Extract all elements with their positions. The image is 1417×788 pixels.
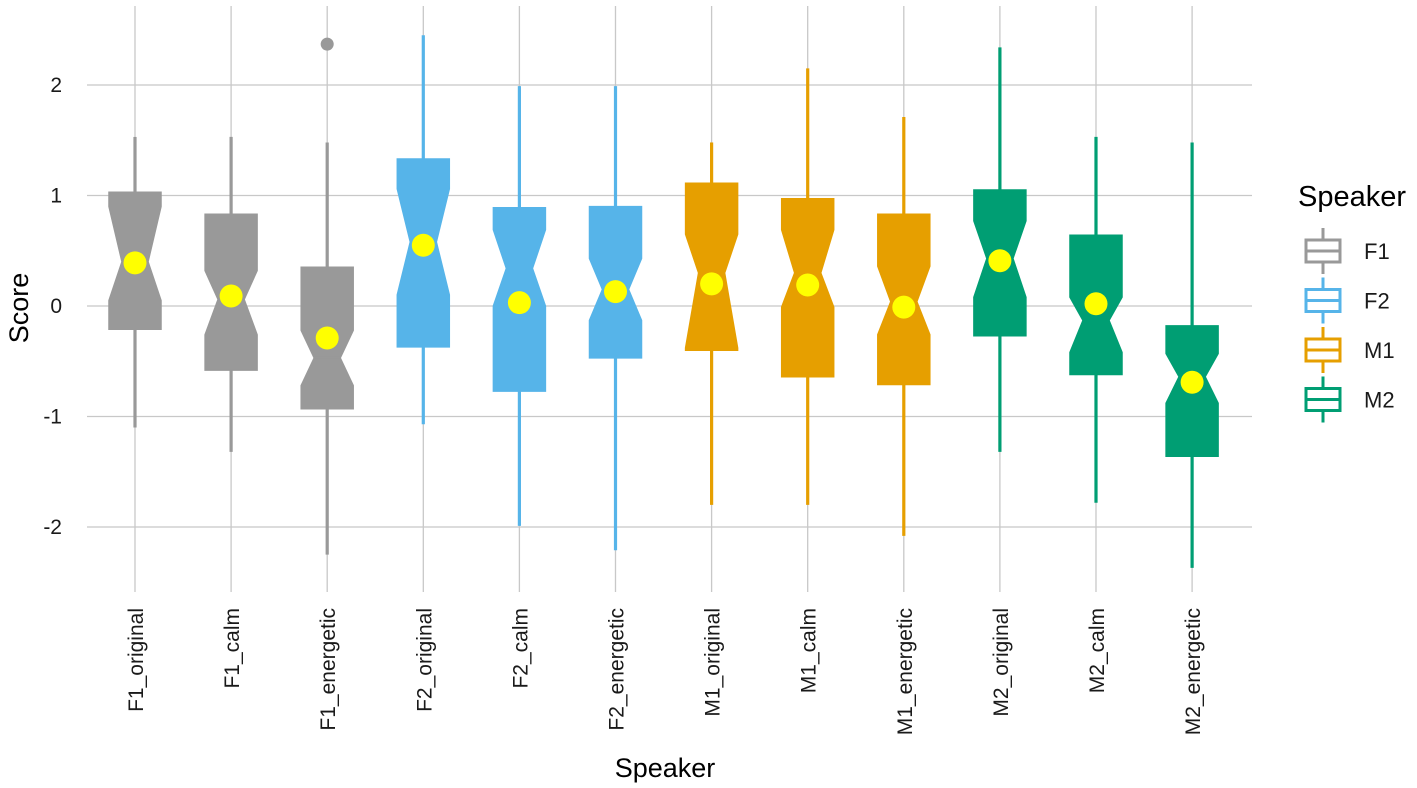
mean-point-M1_calm bbox=[796, 273, 820, 297]
box-M1_energetic bbox=[877, 117, 931, 536]
y-tick-label: 1 bbox=[50, 185, 62, 208]
legend-label: F2 bbox=[1364, 289, 1390, 314]
x-axis-title: Speaker bbox=[615, 753, 716, 783]
mean-point-M2_original bbox=[988, 249, 1012, 273]
y-tick-label: -2 bbox=[43, 516, 62, 539]
x-tick-label: M2_original bbox=[990, 608, 1013, 717]
x-tick-label: F1_energetic bbox=[317, 608, 340, 731]
mean-point-F2_original bbox=[411, 233, 435, 257]
box-M2_calm bbox=[1069, 136, 1123, 503]
mean-point-F2_energetic bbox=[604, 280, 627, 304]
x-tick-label: M1_calm bbox=[798, 608, 821, 693]
outlier-point bbox=[320, 37, 334, 51]
mean-point-M1_energetic bbox=[892, 295, 916, 319]
y-axis-ticks: -2 -1 0 1 2 bbox=[43, 74, 62, 539]
y-tick-label: 0 bbox=[50, 295, 62, 318]
legend-item-F2: F2 bbox=[1304, 277, 1390, 324]
x-tick-label: F1_calm bbox=[221, 608, 244, 689]
x-tick-label: M2_calm bbox=[1086, 608, 1109, 693]
legend-title: Speaker bbox=[1298, 181, 1406, 213]
legend-label: M2 bbox=[1364, 388, 1395, 413]
box-F2_original bbox=[396, 35, 451, 425]
mean-point-F1_original bbox=[123, 251, 147, 275]
box-M2_energetic bbox=[1165, 142, 1219, 568]
mean-point-M2_calm bbox=[1084, 292, 1108, 316]
x-axis-ticks: F1_original F1_calm F1_energetic F2_origina… bbox=[125, 608, 1205, 735]
x-tick-label: M2_energetic bbox=[1182, 608, 1205, 735]
mean-point-M1_original bbox=[700, 272, 724, 296]
legend-item-M2: M2 bbox=[1304, 376, 1395, 423]
box-F1_original bbox=[108, 136, 162, 428]
mean-point-F1_energetic bbox=[315, 326, 339, 350]
x-tick-label: F2_original bbox=[413, 608, 436, 712]
mean-point-F1_calm bbox=[219, 284, 243, 308]
mean-point-F2_calm bbox=[507, 291, 531, 315]
legend: Speaker F1 F2 M1 M2 bbox=[1298, 181, 1406, 423]
box-M1_original bbox=[684, 142, 739, 505]
legend-label: M1 bbox=[1364, 338, 1395, 363]
mean-point-M2_energetic bbox=[1180, 370, 1204, 394]
legend-item-F1: F1 bbox=[1304, 228, 1390, 274]
legend-label: F1 bbox=[1364, 239, 1390, 264]
notched-box bbox=[684, 182, 739, 351]
x-tick-label: F2_calm bbox=[509, 608, 532, 689]
y-axis-title: Score bbox=[4, 273, 34, 344]
boxes bbox=[108, 35, 1219, 568]
mean-markers bbox=[123, 233, 1204, 394]
x-tick-label: M1_original bbox=[702, 608, 725, 717]
x-tick-label: F1_original bbox=[125, 608, 148, 712]
x-tick-label: M1_energetic bbox=[894, 608, 917, 735]
box-F2_energetic bbox=[588, 86, 643, 551]
y-tick-label: 2 bbox=[50, 74, 62, 97]
y-tick-label: -1 bbox=[43, 406, 62, 429]
x-tick-label: F2_energetic bbox=[606, 608, 629, 731]
legend-item-M1: M1 bbox=[1304, 327, 1395, 373]
